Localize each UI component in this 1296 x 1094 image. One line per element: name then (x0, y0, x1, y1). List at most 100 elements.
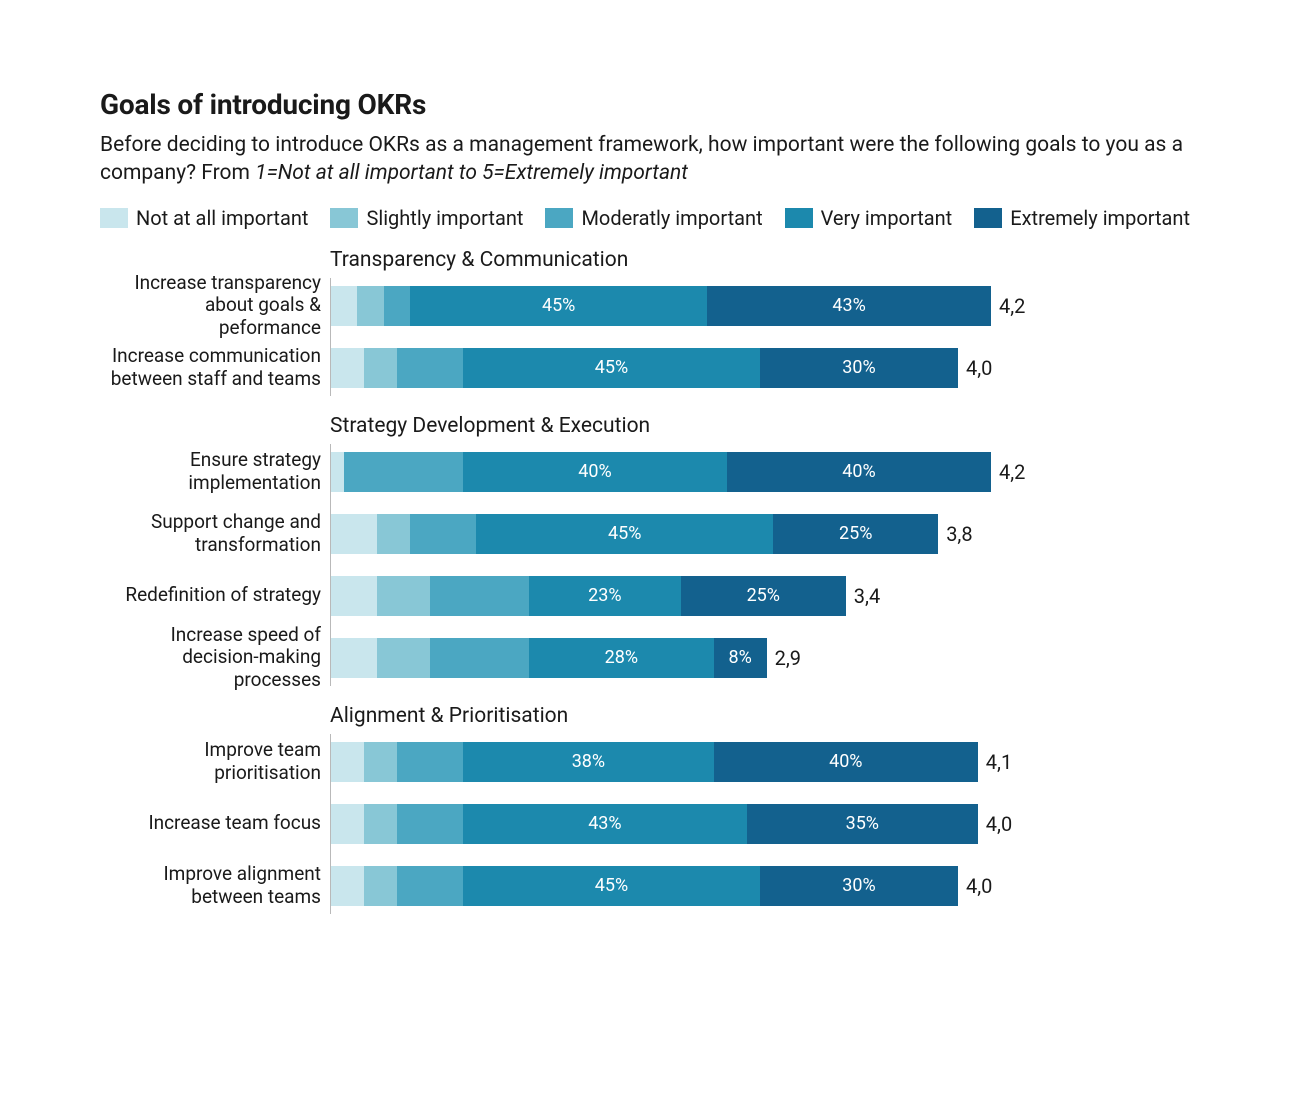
bar-row: Increase communication between staff and… (331, 344, 990, 392)
bar-segment (397, 866, 463, 906)
stacked-bar: 28% 8% (331, 638, 767, 678)
chart-subtitle: Before deciding to introduce OKRs as a m… (100, 131, 1196, 188)
legend-item: Not at all important (100, 206, 308, 230)
bar-row: Improve team prioritisation38%40%4,1 (331, 738, 990, 786)
bar-segment (430, 638, 529, 678)
chart-group: Transparency & CommunicationIncrease tra… (100, 248, 1196, 396)
bar-row: Ensure strategy implementation40%40%4,2 (331, 448, 990, 496)
chart-group: Strategy Development & ExecutionEnsure s… (100, 414, 1196, 686)
bar-segment: 45% (476, 514, 773, 554)
legend-swatch (330, 208, 358, 228)
bar-segment-value: 30% (842, 357, 875, 378)
legend-swatch (974, 208, 1002, 228)
bar-segment: 25% (773, 514, 938, 554)
bar-score: 4,1 (986, 750, 1012, 774)
bar-score: 4,2 (999, 460, 1025, 484)
bar-segment: 23% (529, 576, 681, 616)
bar-score: 2,9 (775, 646, 801, 670)
legend-swatch (785, 208, 813, 228)
bar-segment (397, 804, 463, 844)
bar-label: Increase communication between staff and… (101, 345, 321, 391)
bar-segment (331, 638, 377, 678)
bar-row: Redefinition of strategy23%25%3,4 (331, 572, 990, 620)
bar-label: Ensure strategy implementation (101, 449, 321, 495)
group-body: Ensure strategy implementation40%40%4,2S… (100, 444, 1196, 686)
bar-score: 4,0 (986, 812, 1012, 836)
legend-swatch (100, 208, 128, 228)
bar-segment-value: 35% (846, 813, 879, 834)
bar-segment (331, 866, 364, 906)
bar-segment (331, 452, 344, 492)
bar-segment-value: 45% (542, 295, 575, 316)
legend-label: Very important (821, 206, 953, 230)
legend: Not at all important Slightly important Mo… (100, 206, 1196, 230)
bar-segment-value: 38% (572, 751, 605, 772)
bar-label: Increase speed of decision-making proces… (101, 624, 321, 692)
legend-label: Extremely important (1010, 206, 1190, 230)
legend-item: Very important (785, 206, 953, 230)
bar-segment: 45% (463, 348, 760, 388)
group-rows: Ensure strategy implementation40%40%4,2S… (330, 444, 990, 686)
bar-segment: 8% (714, 638, 767, 678)
bar-segment (377, 576, 430, 616)
bar-segment-value: 43% (588, 813, 621, 834)
bar-segment-value: 40% (578, 461, 611, 482)
chart-page: Goals of introducing OKRs Before decidin… (0, 0, 1296, 1094)
stacked-bar: 45%43% (331, 286, 991, 326)
bar-segment-value: 25% (747, 585, 780, 606)
legend-label: Not at all important (136, 206, 308, 230)
bar-segment: 30% (760, 348, 958, 388)
bar-row: Increase transparency about goals & pefo… (331, 282, 990, 330)
bar-score: 3,4 (854, 584, 880, 608)
bar-segment-value: 25% (839, 523, 872, 544)
group-rows: Improve team prioritisation38%40%4,1Incr… (330, 734, 990, 914)
bar-segment (364, 348, 397, 388)
group-body: Increase transparency about goals & pefo… (100, 278, 1196, 396)
bar-segment (331, 348, 364, 388)
bar-label: Increase team focus (101, 812, 321, 835)
bar-segment: 40% (727, 452, 991, 492)
group-body: Improve team prioritisation 38% 40% 4,1 Incr… (100, 734, 1196, 914)
bar-segment (364, 804, 397, 844)
stacked-bar: 40% 40% (331, 452, 991, 492)
bar-segment (397, 742, 463, 782)
chart-group: Alignment & Prioritisation Improve team p… (100, 704, 1196, 914)
bar-segment: 40% (714, 742, 978, 782)
bar-segment: 25% (681, 576, 846, 616)
bar-segment: 40% (463, 452, 727, 492)
chart-groups: Transparency & CommunicationIncrease tra… (100, 248, 1196, 914)
bar-label: Improve team prioritisation (101, 739, 321, 785)
bar-label: Increase transparency about goals & pefo… (101, 272, 321, 340)
bar-segment: 35% (747, 804, 978, 844)
bar-row: Increase team focus43%35%4,0 (331, 800, 990, 848)
bar-segment (430, 576, 529, 616)
bar-segment: 38% (463, 742, 714, 782)
bar-segment (397, 348, 463, 388)
bottom-fade (0, 934, 1296, 1094)
legend-swatch (545, 208, 573, 228)
chart-title: Goals of introducing OKRs (100, 88, 1196, 121)
bar-segment: 28% (529, 638, 714, 678)
legend-item: Extremely important (974, 206, 1190, 230)
bar-segment-value: 45% (595, 875, 628, 896)
legend-label: Moderatly important (581, 206, 762, 230)
bar-segment-value: 30% (842, 875, 875, 896)
bar-segment (377, 638, 430, 678)
stacked-bar: 23% 25% (331, 576, 846, 616)
bar-segment: 30% (760, 866, 958, 906)
bar-segment-value: 45% (595, 357, 628, 378)
bar-segment (331, 804, 364, 844)
group-rows: Increase transparency about goals & pefo… (330, 278, 990, 396)
bar-segment (331, 514, 377, 554)
bar-row: Improve alignment between teams45%30%4,0 (331, 862, 990, 910)
stacked-bar: 45% 30% (331, 866, 958, 906)
bar-score: 4,0 (966, 874, 992, 898)
bar-segment: 43% (463, 804, 747, 844)
group-title: Alignment & Prioritisation (330, 704, 1196, 728)
bar-segment-value: 8% (729, 647, 752, 668)
bar-score: 3,8 (946, 522, 972, 546)
bar-segment-value: 45% (608, 523, 641, 544)
legend-item: Slightly important (330, 206, 523, 230)
stacked-bar: 38% 40% (331, 742, 978, 782)
legend-label: Slightly important (366, 206, 523, 230)
